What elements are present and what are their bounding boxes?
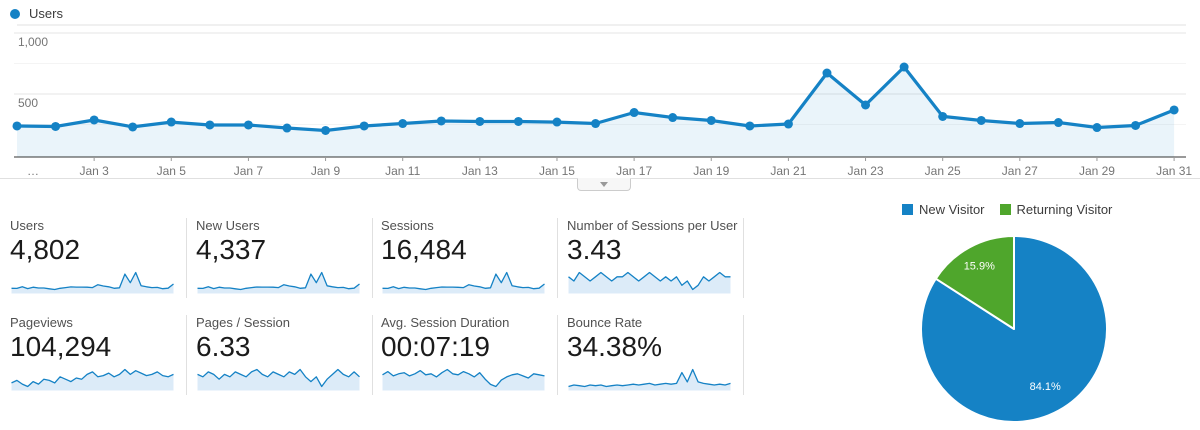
metric-label: Pages / Session (196, 315, 290, 330)
metric-value: 4,337 (196, 234, 267, 265)
metric-label: Users (10, 218, 44, 233)
metric-label: Pageviews (10, 315, 73, 330)
metric-card-pageviews[interactable]: Pageviews 104,294 (10, 315, 187, 395)
legend-label: New Visitor (919, 202, 985, 217)
timeline-legend: Users (10, 6, 63, 21)
metric-value: 16,484 (381, 234, 467, 265)
svg-text:Jan 21: Jan 21 (770, 164, 806, 178)
metric-value: 00:07:19 (381, 331, 490, 362)
svg-text:Jan 29: Jan 29 (1079, 164, 1115, 178)
metric-card-new-users[interactable]: New Users 4,337 (196, 218, 373, 298)
metric-sparkline (382, 271, 545, 294)
metric-sparkline (197, 368, 360, 391)
svg-text:Jan 9: Jan 9 (311, 164, 341, 178)
svg-text:Jan 13: Jan 13 (462, 164, 498, 178)
svg-text:Jan 7: Jan 7 (234, 164, 264, 178)
svg-text:Jan 15: Jan 15 (539, 164, 575, 178)
metric-card-sessions[interactable]: Sessions 16,484 (381, 218, 558, 298)
metric-card-bounce-rate[interactable]: Bounce Rate 34.38% (567, 315, 744, 395)
metric-card-sessions-per-user[interactable]: Number of Sessions per User 3.43 (567, 218, 744, 298)
new-visitor-swatch-icon (902, 204, 913, 215)
svg-text:…: … (27, 164, 39, 178)
svg-text:Jan 23: Jan 23 (848, 164, 884, 178)
metric-sparkline (11, 271, 174, 294)
svg-text:Jan 25: Jan 25 (925, 164, 961, 178)
metric-value: 4,802 (10, 234, 81, 265)
visitor-type-pie-chart[interactable]: 84.1% 15.9% (880, 222, 1160, 430)
metric-card-pages-per-session[interactable]: Pages / Session 6.33 (196, 315, 373, 395)
metric-value: 104,294 (10, 331, 112, 362)
metric-sparkline (197, 271, 360, 294)
chevron-down-icon (600, 182, 608, 187)
metric-value: 3.43 (567, 234, 622, 265)
metric-label: Number of Sessions per User (567, 218, 738, 233)
svg-text:Jan 11: Jan 11 (385, 164, 420, 178)
svg-text:Jan 17: Jan 17 (616, 164, 652, 178)
metric-value: 34.38% (567, 331, 662, 362)
users-series-label: Users (29, 6, 63, 21)
svg-text:Jan 31: Jan 31 (1156, 164, 1192, 178)
svg-text:500: 500 (18, 96, 38, 110)
collapse-graph-handle[interactable] (577, 178, 631, 191)
metric-sparkline (11, 368, 174, 391)
metric-label: Bounce Rate (567, 315, 643, 330)
metric-label: Avg. Session Duration (381, 315, 510, 330)
svg-text:Jan 27: Jan 27 (1002, 164, 1038, 178)
legend-item-new-visitor: New Visitor (902, 202, 985, 217)
metric-sparkline (568, 368, 731, 391)
svg-text:Jan 5: Jan 5 (157, 164, 187, 178)
svg-text:1,000: 1,000 (18, 35, 48, 49)
svg-text:Jan 3: Jan 3 (79, 164, 109, 178)
users-series-dot-icon (10, 8, 20, 19)
metric-card-users[interactable]: Users 4,802 (10, 218, 187, 298)
legend-item-returning-visitor: Returning Visitor (999, 202, 1113, 217)
pie-legend: New Visitor Returning Visitor (902, 202, 1112, 217)
returning-visitor-swatch-icon (999, 204, 1011, 215)
users-over-time-chart[interactable]: 1,000 500 … Jan 3 Jan 5 Jan 7 Jan 9 Jan 11 Jan 1… (0, 0, 1200, 178)
metric-sparkline (568, 271, 731, 294)
metric-card-avg-session-duration[interactable]: Avg. Session Duration 00:07:19 (381, 315, 558, 395)
svg-text:Jan 19: Jan 19 (693, 164, 729, 178)
metric-label: New Users (196, 218, 260, 233)
metric-sparkline (382, 368, 545, 391)
metric-value: 6.33 (196, 331, 251, 362)
svg-text:84.1%: 84.1% (1030, 381, 1061, 393)
svg-text:15.9%: 15.9% (964, 260, 995, 272)
metric-label: Sessions (381, 218, 434, 233)
legend-label: Returning Visitor (1016, 202, 1113, 217)
